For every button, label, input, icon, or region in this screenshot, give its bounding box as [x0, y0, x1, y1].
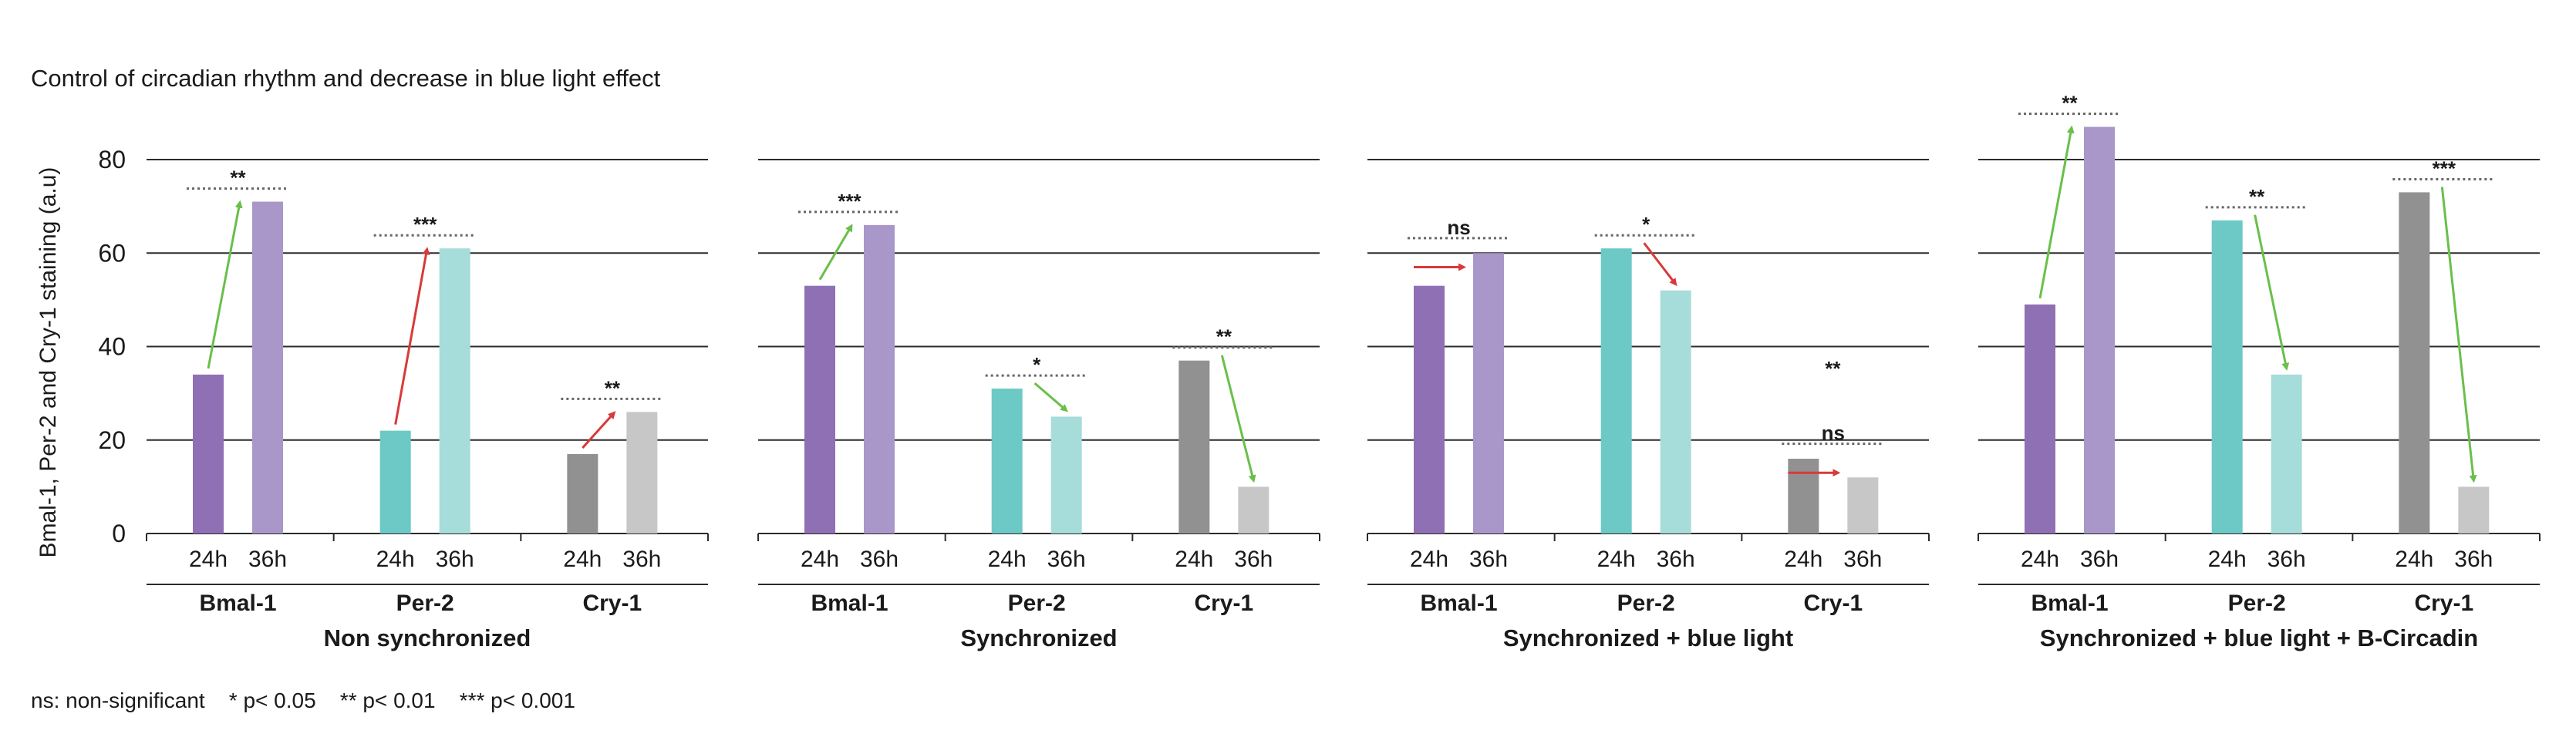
bar-24h — [1600, 248, 1632, 534]
trend-arrow — [394, 247, 430, 425]
trend-arrow — [1643, 242, 1677, 287]
trend-arrow — [818, 224, 853, 281]
bar-24h — [379, 430, 411, 534]
trend-arrow — [2254, 214, 2290, 371]
y-tick-label: 40 — [98, 333, 126, 361]
bar-36h — [252, 201, 283, 534]
time-label: 24h — [1410, 547, 1448, 572]
bar-36h — [626, 412, 658, 534]
bar-36h — [2271, 374, 2302, 534]
time-label: 36h — [248, 547, 287, 572]
y-axis-label: Bmal-1, Per-2 and Cry-1 staining (a.u) — [35, 167, 61, 558]
time-label: 36h — [1843, 547, 1882, 572]
bar-24h — [193, 374, 224, 534]
y-tick-label: 60 — [98, 239, 126, 267]
significance-label: ** — [230, 167, 246, 190]
gene-label: Cry-1 — [1194, 591, 1253, 616]
significance-label: * — [1033, 353, 1041, 376]
trend-arrow — [1033, 382, 1068, 412]
bar-36h — [1050, 416, 1082, 534]
bar-36h — [2084, 126, 2115, 534]
bar-36h — [1660, 290, 1691, 534]
bar-36h — [1473, 253, 1504, 534]
time-label: 36h — [2267, 547, 2306, 572]
time-label: 36h — [1234, 547, 1273, 572]
significance-label: ** — [2249, 185, 2265, 208]
bar-24h — [567, 453, 598, 534]
trend-arrow — [582, 411, 616, 449]
time-label: 36h — [2454, 547, 2493, 572]
time-label: 36h — [860, 547, 899, 572]
panel-label: Non synchronized — [324, 624, 531, 651]
gene-label: Per-2 — [1008, 591, 1066, 616]
bar-24h — [1414, 285, 1445, 534]
significance-label: *** — [2433, 157, 2456, 180]
gene-label: Per-2 — [2228, 591, 2286, 616]
gene-label: Per-2 — [396, 591, 454, 616]
time-label: 24h — [2395, 547, 2433, 572]
significance-label: ** — [1216, 325, 1232, 348]
time-label: 24h — [1597, 547, 1636, 572]
significance-label: ** — [2062, 92, 2078, 115]
trend-arrow — [1220, 355, 1256, 483]
significance-label: *** — [838, 190, 861, 213]
time-label: 24h — [563, 547, 602, 572]
bar-24h — [804, 285, 835, 534]
bar-36h — [439, 248, 470, 534]
significance-label: ns — [1822, 422, 1845, 445]
gene-label: Bmal-1 — [1420, 591, 1497, 616]
time-label: 36h — [1047, 547, 1086, 572]
bar-24h — [991, 389, 1023, 534]
gene-label: Bmal-1 — [2031, 591, 2108, 616]
bar-24h — [1788, 459, 1819, 534]
chart-title: Control of circadian rhythm and decrease… — [31, 65, 661, 92]
panel-label: Synchronized + blue light — [1503, 624, 1793, 651]
gene-label: Cry-1 — [2414, 591, 2473, 616]
time-label: 24h — [2021, 547, 2059, 572]
gene-label: Cry-1 — [582, 591, 642, 616]
trend-arrow — [207, 200, 243, 369]
time-label: 24h — [1784, 547, 1822, 572]
gene-label: Bmal-1 — [811, 591, 888, 616]
significance-label: *** — [413, 213, 437, 236]
time-label: 36h — [1469, 547, 1508, 572]
panel-label: Synchronized — [960, 624, 1117, 651]
y-tick-label: 80 — [98, 146, 126, 173]
bar-24h — [1178, 360, 1210, 534]
significance-legend: ns: non-significant * p< 0.05 ** p< 0.01… — [31, 688, 575, 712]
bar-36h — [2458, 486, 2490, 534]
bar-36h — [1847, 477, 1879, 534]
gene-label: Cry-1 — [1803, 591, 1863, 616]
trend-arrow — [2440, 187, 2477, 483]
bar-24h — [2399, 192, 2430, 534]
gene-label: Per-2 — [1617, 591, 1675, 616]
gene-label: Bmal-1 — [199, 591, 276, 616]
time-label: 36h — [622, 547, 661, 572]
bar-36h — [864, 224, 895, 534]
significance-label: ns — [1447, 216, 1470, 239]
time-label: 24h — [2208, 547, 2247, 572]
bar-24h — [2025, 304, 2055, 534]
trend-arrow — [2038, 125, 2075, 299]
time-label: 36h — [436, 547, 474, 572]
bar-36h — [1238, 486, 1269, 534]
significance-label: ** — [1825, 357, 1841, 380]
significance-label: * — [1642, 213, 1650, 236]
time-label: 24h — [801, 547, 839, 572]
y-tick-label: 20 — [98, 426, 126, 454]
time-label: 36h — [1657, 547, 1695, 572]
y-tick-label: 0 — [112, 520, 126, 547]
significance-label: ** — [605, 376, 621, 399]
time-label: 24h — [189, 547, 228, 572]
panel-label: Synchronized + blue light + B-Circadin — [2040, 624, 2478, 651]
time-label: 36h — [2080, 547, 2119, 572]
time-label: 24h — [988, 547, 1027, 572]
time-label: 24h — [1175, 547, 1213, 572]
bar-24h — [2211, 220, 2243, 534]
time-label: 24h — [376, 547, 415, 572]
